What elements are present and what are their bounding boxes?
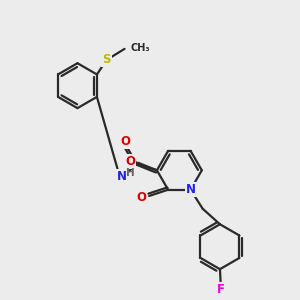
Text: S: S [102, 53, 111, 66]
Text: H: H [126, 168, 134, 178]
Text: F: F [217, 283, 225, 296]
Text: N: N [186, 183, 196, 196]
Text: O: O [136, 191, 146, 204]
Text: N: N [117, 170, 127, 183]
Text: CH₃: CH₃ [131, 43, 150, 53]
Text: O: O [125, 155, 135, 168]
Text: O: O [120, 135, 130, 148]
